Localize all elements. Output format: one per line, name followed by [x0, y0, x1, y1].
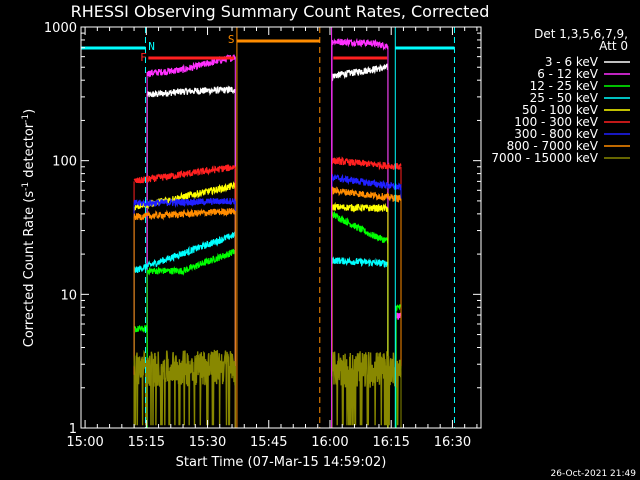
legend-label: 12 - 25 keV — [530, 79, 599, 93]
x-axis-ticks: 15:00 15:15 15:30 15:45 16:00 16:15 16:30 — [66, 27, 478, 450]
y-axis-label-part2: detector — [22, 122, 37, 182]
series-line — [133, 349, 236, 426]
y-axis-label-part1: Corrected Count Rate (s — [22, 191, 37, 348]
y-tick-label: 10 — [60, 288, 77, 303]
series-line — [331, 210, 389, 244]
x-tick-label: 15:45 — [250, 435, 287, 450]
x-tick-label: 15:15 — [128, 435, 165, 450]
flag-label-f: F — [140, 51, 147, 64]
legend-label: 3 - 6 keV — [545, 55, 599, 69]
flag-label-s: S — [228, 33, 235, 46]
series-line — [395, 304, 402, 312]
x-tick-label: 16:00 — [311, 435, 348, 450]
series-line — [331, 63, 389, 82]
legend-label: 300 - 800 keV — [514, 127, 598, 141]
series-line — [146, 248, 236, 276]
x-tick-label: 16:15 — [372, 435, 409, 450]
series-line — [146, 54, 236, 78]
y-tick-label: 1 — [69, 422, 77, 437]
x-tick-label: 15:00 — [66, 435, 103, 450]
series-line — [395, 312, 402, 321]
legend-label: 25 - 50 keV — [530, 91, 599, 105]
y-axis-ticks: 1 10 100 1000 — [44, 21, 481, 437]
y-axis-label-sup2: -1 — [21, 114, 31, 123]
series-line — [331, 173, 402, 191]
legend-label: 50 - 100 keV — [522, 103, 599, 117]
series-line — [331, 37, 389, 51]
series-line — [146, 85, 236, 98]
y-axis-label-sup1: -1 — [21, 182, 31, 191]
flag-layer: NF S — [81, 27, 455, 428]
legend-label: 6 - 12 keV — [537, 67, 599, 81]
legend-label: 7000 - 15000 keV — [491, 151, 598, 165]
legend-label: 100 - 300 keV — [514, 115, 598, 129]
x-tick-label: 15:30 — [189, 435, 226, 450]
timestamp: 26-Oct-2021 21:49 — [551, 469, 637, 479]
chart-title: RHESSI Observing Summary Count Rates, Co… — [71, 2, 490, 21]
series-line — [331, 186, 402, 203]
series-line — [331, 351, 402, 426]
series-line — [133, 231, 236, 273]
series-line — [331, 156, 402, 171]
legend-label: 800 - 7000 keV — [507, 139, 599, 153]
y-axis-label-part3: ) — [22, 109, 37, 114]
series-line — [331, 201, 389, 213]
y-axis-label: Corrected Count Rate (s-1 detector-1) — [21, 109, 37, 347]
series-line — [331, 256, 389, 268]
series-line — [133, 197, 236, 209]
series-line — [133, 207, 236, 221]
series-line — [133, 323, 148, 333]
legend-title-line1: Det 1,3,5,6,7,9, — [534, 27, 628, 41]
flag-label-n: N — [148, 40, 155, 53]
y-tick-label: 100 — [52, 155, 77, 170]
x-axis-label: Start Time (07-Mar-15 14:59:02) — [176, 455, 387, 470]
x-tick-label: 16:30 — [434, 435, 471, 450]
series-line — [133, 164, 236, 184]
legend-title-line2: Att 0 — [599, 39, 628, 53]
y-tick-label: 1000 — [44, 21, 77, 36]
